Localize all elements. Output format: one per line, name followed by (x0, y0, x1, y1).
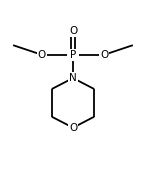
Text: O: O (38, 50, 46, 60)
Text: N: N (69, 73, 77, 83)
Text: O: O (100, 50, 108, 60)
Text: P: P (70, 50, 76, 60)
Text: O: O (69, 123, 77, 133)
Text: O: O (69, 26, 77, 36)
